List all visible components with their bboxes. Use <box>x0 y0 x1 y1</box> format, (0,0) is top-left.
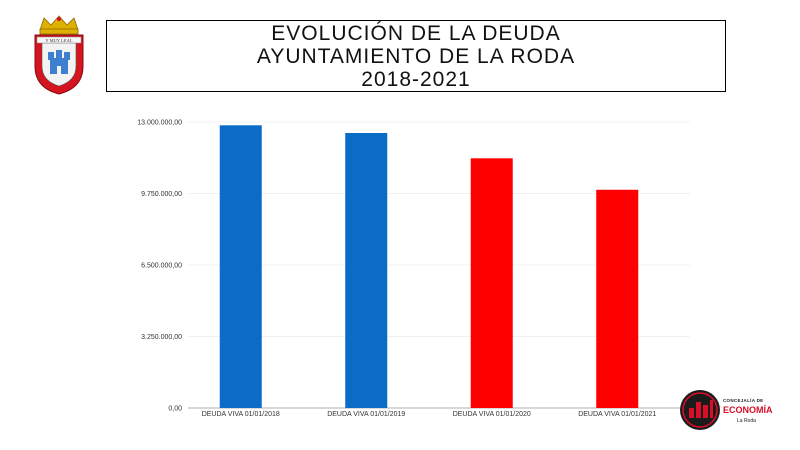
x-category-label: DEUDA VIVA 01/01/2020 <box>453 411 531 418</box>
y-tick-label: 6.500.000,00 <box>141 263 182 270</box>
y-tick-label: 9.750.000,00 <box>141 191 182 198</box>
bar <box>219 125 262 409</box>
x-category-label: DEUDA VIVA 01/01/2019 <box>327 411 405 418</box>
bar <box>596 189 639 408</box>
y-tick-label: 13.000.000,00 <box>137 120 182 127</box>
title-box: EVOLUCIÓN DE LA DEUDA AYUNTAMIENTO DE LA… <box>106 20 726 92</box>
y-tick-label: 0,00 <box>168 406 182 413</box>
title-line-2: AYUNTAMIENTO DE LA RODA <box>256 44 576 68</box>
bars <box>219 125 639 409</box>
title-line-1: EVOLUCIÓN DE LA DEUDA <box>271 21 561 45</box>
x-axis-labels: DEUDA VIVA 01/01/2018 DEUDA VIVA 01/01/20… <box>202 411 657 418</box>
y-axis-ticks: 0,00 3.250.000,00 6.500.000,00 9.750.000,00… <box>137 120 182 413</box>
logo-line-2: ECONOMÍA <box>723 405 773 415</box>
bar <box>345 133 388 408</box>
logo-line-1: CONCEJALÍA DE <box>723 396 764 403</box>
crest-ribbon-text: Y MUY LEAL <box>45 38 72 43</box>
coat-of-arms-icon: Y MUY LEAL <box>34 15 84 95</box>
economia-logo: CONCEJALÍA DE ECONOMÍA La Roda <box>679 388 774 432</box>
y-tick-label: 3.250.000,00 <box>141 334 182 341</box>
economia-logo-icon: CONCEJALÍA DE ECONOMÍA La Roda <box>680 390 773 430</box>
coat-of-arms: Y MUY LEAL <box>28 14 90 96</box>
title-line-3: 2018-2021 <box>361 67 471 91</box>
logo-line-3: La Roda <box>737 418 756 424</box>
x-category-label: DEUDA VIVA 01/01/2018 <box>202 411 280 418</box>
x-category-label: DEUDA VIVA 01/01/2021 <box>578 411 656 418</box>
bar <box>470 158 513 408</box>
